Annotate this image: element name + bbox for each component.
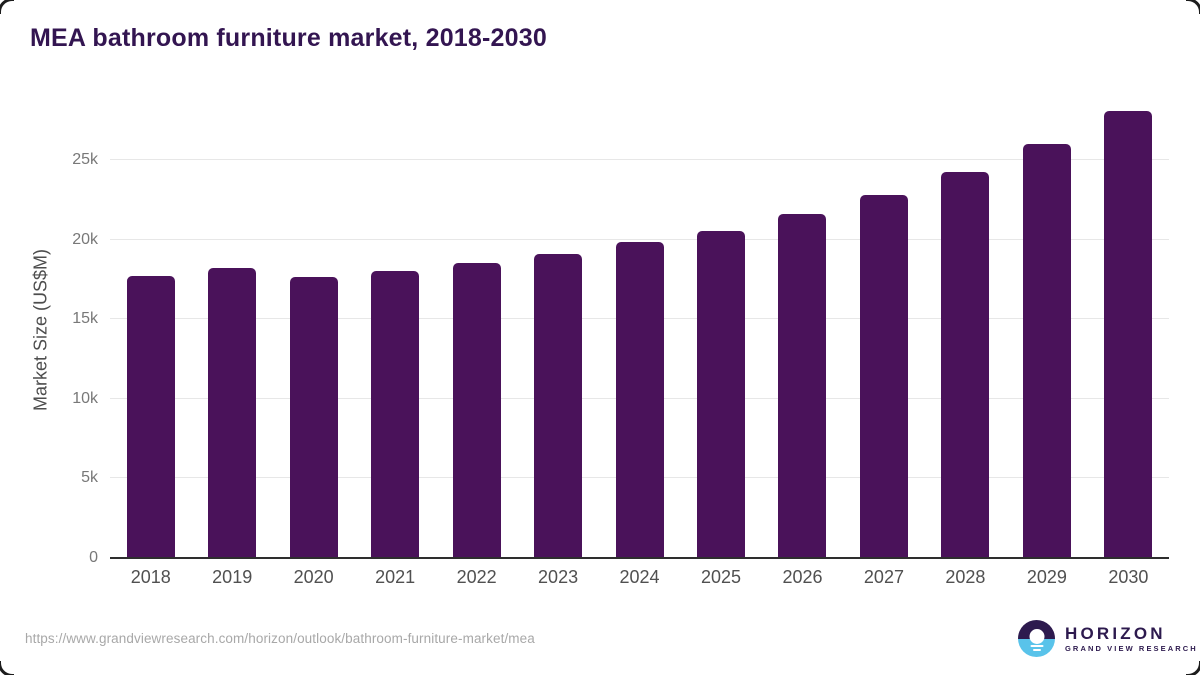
bar-2018	[126, 275, 175, 558]
gridline-25k	[110, 159, 1169, 160]
gridline-20k	[110, 238, 1169, 240]
logo-brand-text: HORIZON	[1065, 624, 1166, 643]
bar-slot-2029	[1006, 98, 1087, 558]
bar-slot-2028	[925, 98, 1006, 558]
x-tick-label-2021: 2021	[375, 567, 416, 587]
rounded-corner-artifact	[1186, 661, 1200, 675]
bar-slot-2027	[843, 98, 924, 558]
x-tick-label-2019: 2019	[212, 567, 253, 587]
y-tick-label: 15k	[72, 310, 98, 328]
bar-slot-2021	[354, 98, 435, 558]
bar-2030	[1104, 110, 1153, 558]
x-axis-line	[110, 557, 1169, 559]
y-tick-label: 0	[89, 549, 98, 566]
bar-2021	[371, 271, 420, 558]
y-tick-label: 10k	[72, 389, 98, 407]
source-url: https://www.grandviewresearch.com/horizo…	[25, 631, 535, 646]
rounded-corner-artifact	[0, 0, 14, 14]
bar-2022	[452, 263, 501, 558]
bar-slot-2022	[436, 98, 517, 558]
rounded-corner-artifact	[0, 661, 14, 675]
x-tick-label-2030: 2030	[1108, 567, 1149, 587]
bar-2029	[1022, 143, 1071, 558]
chart-title: MEA bathroom furniture market, 2018-2030	[30, 24, 547, 52]
rounded-corner-artifact	[1186, 0, 1200, 14]
bar-2025	[697, 230, 746, 558]
bar-slot-2026	[762, 98, 843, 558]
x-tick-label-2027: 2027	[863, 567, 904, 587]
bar-2024	[615, 242, 664, 558]
x-tick-label-2018: 2018	[130, 567, 171, 587]
bar-2019	[208, 267, 257, 558]
logo-subtitle-text: GRAND VIEW RESEARCH	[1065, 644, 1198, 653]
bar-slot-2019	[191, 98, 272, 558]
bar-2027	[859, 195, 908, 558]
bar-slot-2024	[599, 98, 680, 558]
x-tick-label-2025: 2025	[700, 567, 742, 587]
bar-2026	[778, 214, 827, 558]
bar-slot-2020	[273, 98, 354, 558]
x-tick-label-2028: 2028	[945, 567, 986, 587]
bar-slot-2025	[680, 98, 761, 558]
y-axis-tick-labels: 0 5k 10k 15k 20k 25k	[0, 98, 98, 566]
x-tick-label-2024: 2024	[619, 567, 660, 587]
x-tick-label-2020: 2020	[293, 567, 334, 587]
x-tick-label-2023: 2023	[538, 567, 579, 587]
y-tick-label: 20k	[72, 230, 98, 248]
bar-slot-2023	[517, 98, 598, 558]
y-tick-label: 5k	[81, 469, 98, 487]
horizon-logo: HORIZON GRAND VIEW RESEARCH	[1018, 620, 1198, 657]
x-axis-tick-labels: 2018 2019 2020 2021 2022 2023 2024 2025 2026 2027…	[110, 567, 1169, 588]
x-tick-label-2029: 2029	[1026, 567, 1067, 587]
bar-2028	[941, 172, 990, 558]
horizon-sunset-icon	[1018, 620, 1055, 657]
x-tick-label-2022: 2022	[456, 567, 497, 587]
bar-slot-2018	[110, 98, 191, 558]
bar-slot-2030	[1088, 98, 1169, 558]
bar-series	[110, 98, 1169, 558]
x-tick-label-2026: 2026	[782, 567, 823, 587]
bar-2023	[534, 254, 583, 558]
plot-area	[110, 98, 1169, 559]
y-tick-label: 25k	[72, 151, 98, 168]
bar-2020	[289, 277, 338, 558]
